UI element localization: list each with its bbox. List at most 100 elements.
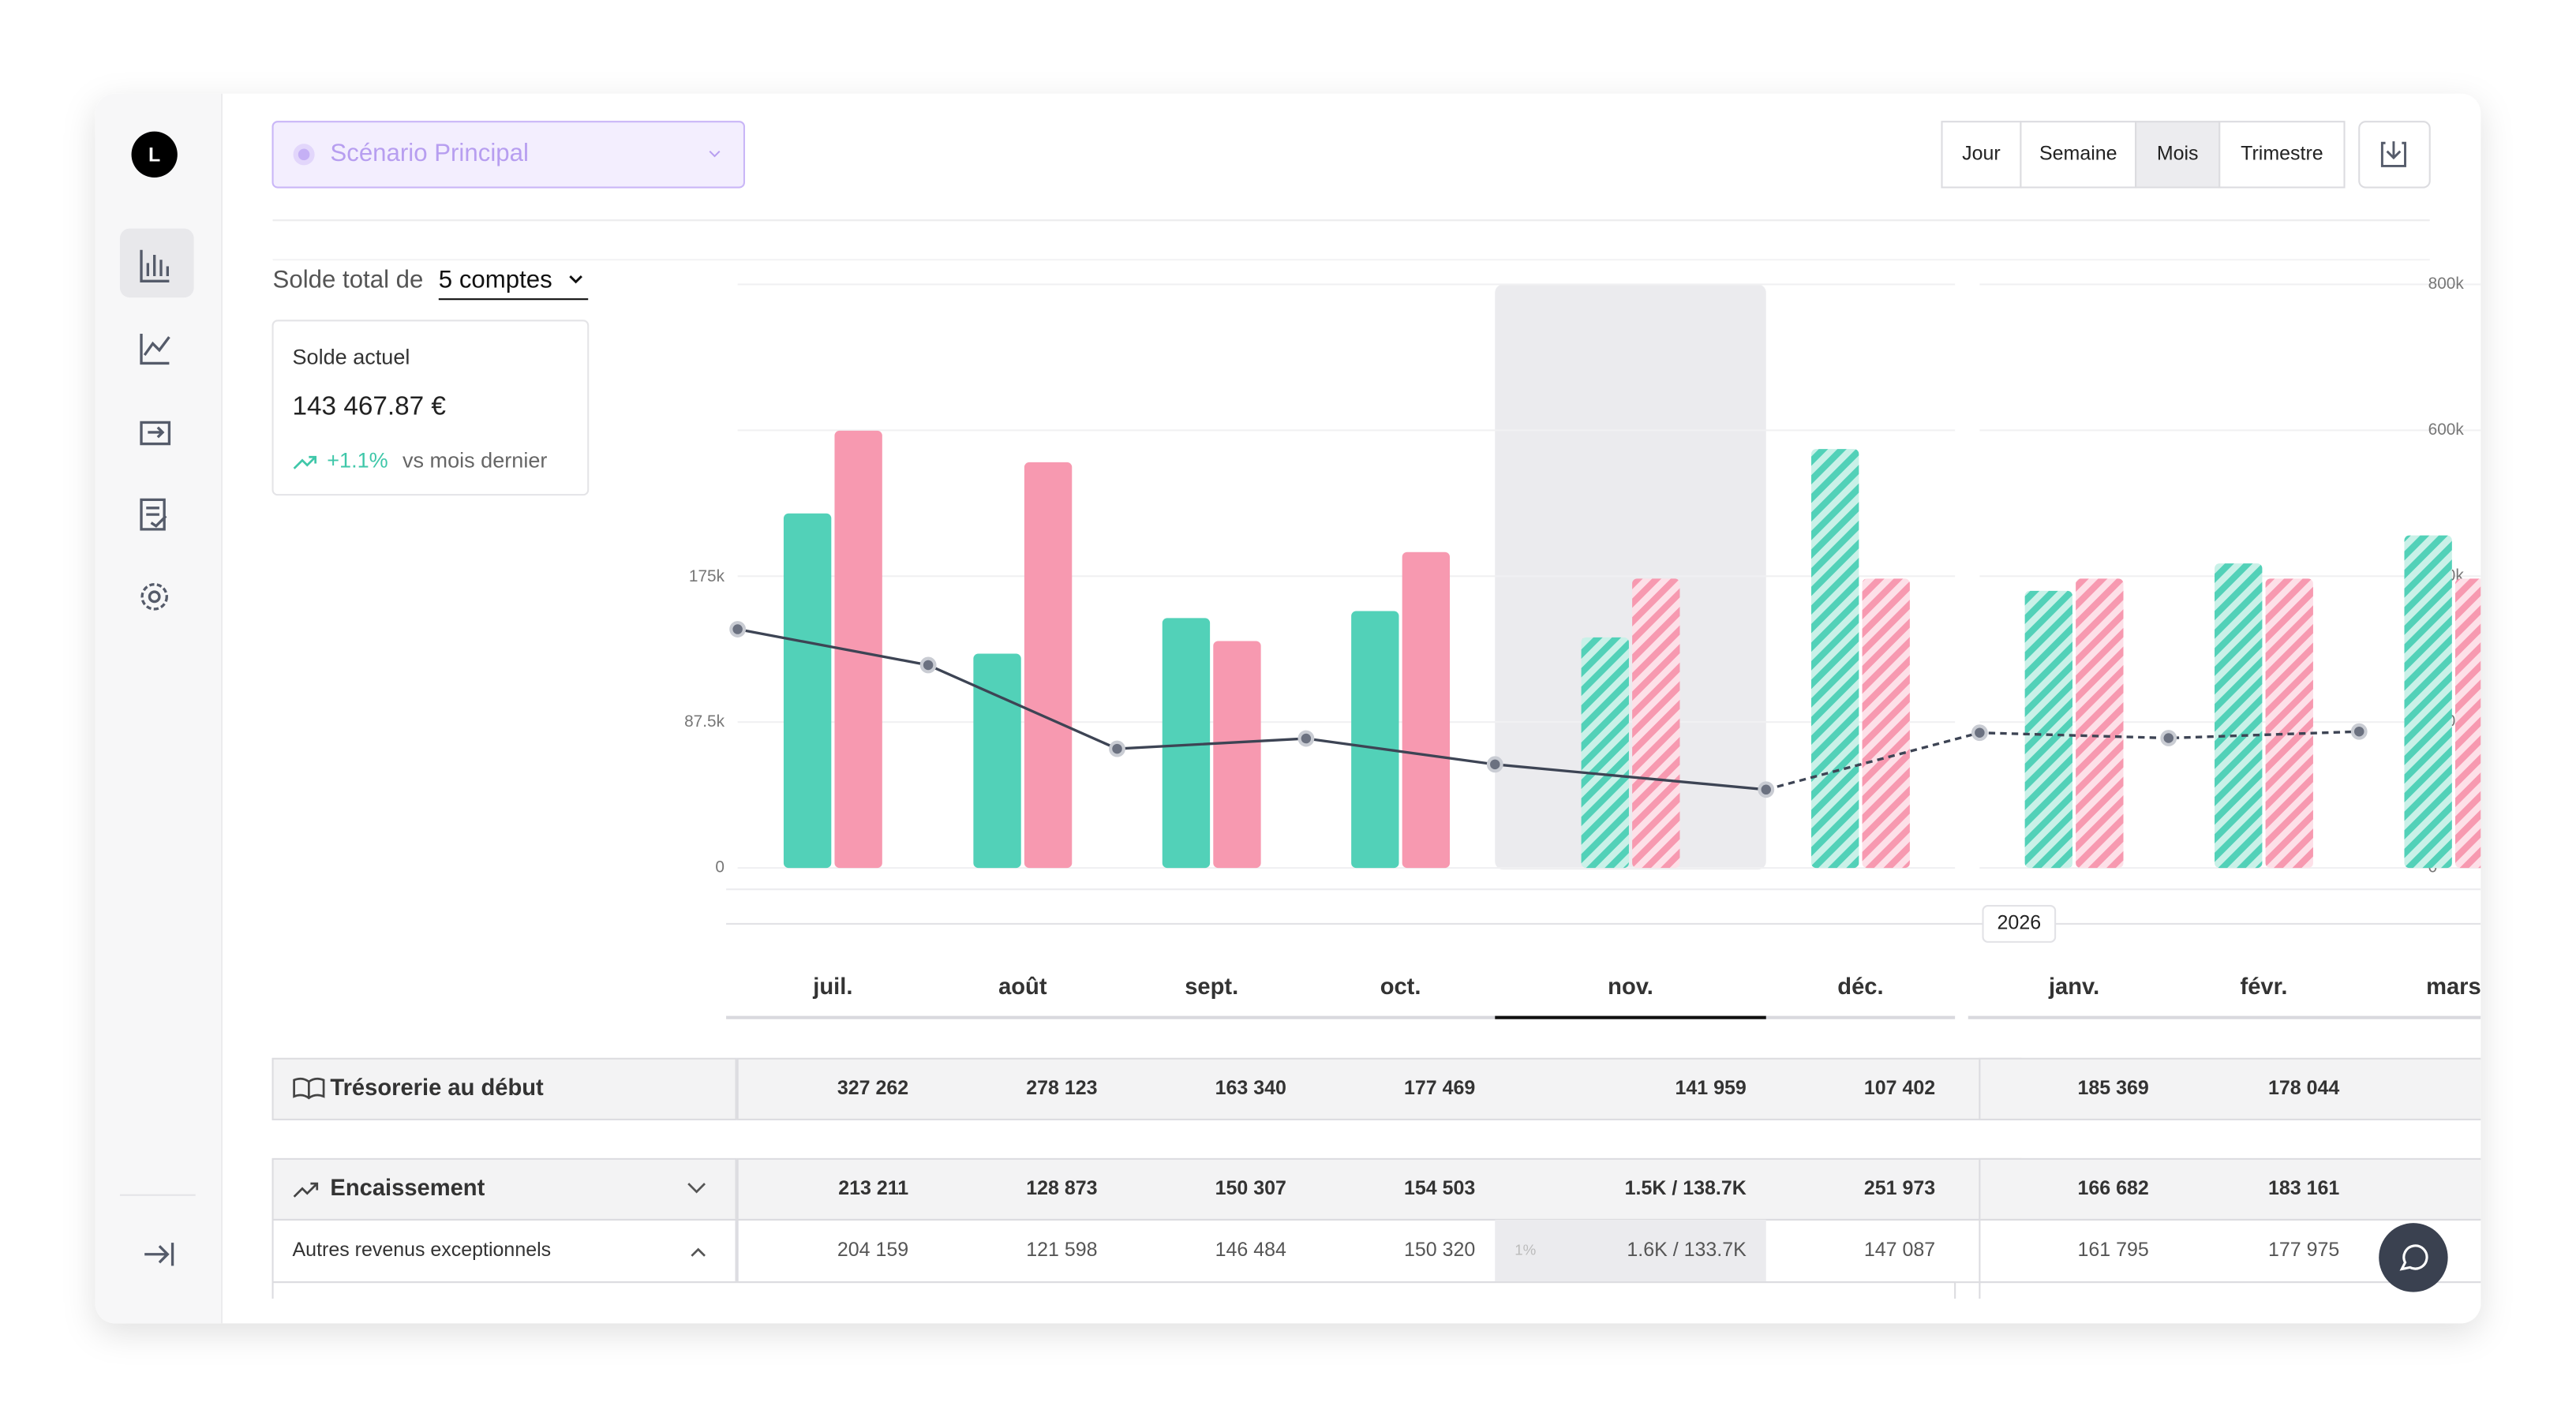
balance-point	[2350, 723, 2368, 740]
nav-icons	[140, 249, 174, 1266]
bar	[2265, 578, 2313, 869]
balance-line	[1765, 730, 2360, 791]
collapse[interactable]	[144, 1243, 174, 1266]
row-cells	[271, 1281, 1956, 1299]
y-tick-label: 0	[715, 858, 724, 877]
bar	[1024, 462, 1073, 869]
cell-note: 1%	[1515, 1242, 1536, 1258]
row-cells	[1979, 1281, 2481, 1299]
year-badge	[1982, 904, 2057, 943]
bar	[1162, 618, 1211, 869]
period-label: Jour	[1962, 142, 2001, 164]
period-label: Mois	[2157, 142, 2199, 164]
period-label: Trimestre	[2241, 142, 2323, 164]
cell: 166 682	[2078, 1177, 2149, 1199]
period-button[interactable]	[2218, 121, 2346, 189]
sidebar	[95, 93, 223, 1324]
row-cells	[1979, 1157, 2481, 1221]
cell: 177 975	[2268, 1239, 2339, 1261]
balance-point	[1297, 730, 1315, 747]
bar	[2215, 563, 2263, 869]
cell: 327 262	[837, 1077, 908, 1099]
nav-transfer[interactable]	[140, 421, 171, 446]
cell: 1.6K / 133.7K	[1627, 1239, 1747, 1261]
balance: 143 467.87 €	[293, 392, 447, 421]
cell: 121 598	[1026, 1239, 1097, 1261]
y2-tick-label: 600k	[2428, 421, 2465, 439]
bar	[2404, 535, 2452, 869]
row-label: Trésorerie au début	[330, 1075, 544, 1101]
row-label-cell	[271, 1218, 737, 1284]
nav-line[interactable]	[140, 333, 170, 365]
scenario-select[interactable]	[271, 121, 746, 189]
change-note: vs mois dernier	[402, 448, 547, 473]
bar	[1351, 611, 1399, 869]
y2-tick-label: 800k	[2428, 275, 2465, 293]
avatar-letter: L	[148, 144, 160, 166]
card-title: Solde actuel	[293, 344, 410, 368]
x-tick-label: déc.	[1837, 974, 1883, 1000]
row-label: Autres revenus exceptionnels	[293, 1239, 552, 1261]
x-tick-label: nov.	[1608, 974, 1653, 1000]
row-toggle[interactable]	[691, 1247, 706, 1257]
cell: 147 087	[1864, 1239, 1935, 1261]
nav-active[interactable]	[119, 228, 194, 298]
y-tick-label: 175k	[689, 567, 725, 585]
row-cells	[1979, 1057, 2481, 1120]
period-label: Semaine	[2039, 142, 2117, 164]
row-cells	[736, 1218, 2022, 1284]
chat-button[interactable]	[2379, 1223, 2448, 1292]
trend-icon	[293, 455, 317, 469]
y-tick-label: 87.5k	[684, 712, 724, 731]
x-tick-label: sept.	[1185, 974, 1238, 1000]
avatar[interactable]	[131, 131, 178, 178]
scenario-name: Scénario Principal	[330, 139, 529, 166]
cell: 278 123	[1026, 1077, 1097, 1099]
cell: 107 402	[1864, 1077, 1935, 1099]
row-cells	[736, 1157, 2022, 1221]
bar	[783, 513, 832, 869]
cell: 150 307	[1215, 1177, 1286, 1199]
nav-chart[interactable]	[140, 249, 170, 282]
cell: 200	[2496, 1177, 2529, 1199]
cell: 141 959	[1676, 1077, 1747, 1099]
balance-card	[271, 320, 590, 496]
x-tick-label: oct.	[1380, 974, 1421, 1000]
period-button[interactable]	[2135, 121, 2221, 189]
balance-point	[2160, 730, 2177, 746]
cell: 177 469	[1404, 1077, 1475, 1099]
cell: 128 873	[1026, 1177, 1097, 1199]
bar	[1862, 578, 1910, 869]
row-label: Encaissement	[330, 1176, 485, 1201]
bar	[1213, 641, 1261, 869]
x-tick-label: févr.	[2241, 974, 2288, 1000]
balance-point	[1758, 781, 1775, 798]
cell: 178 044	[2268, 1077, 2339, 1099]
bar	[1632, 578, 1680, 869]
x-tick-label: janv.	[2048, 974, 2099, 1000]
cell: 204 159	[837, 1239, 908, 1261]
cell: 187	[2496, 1077, 2529, 1099]
summary-prefix: Solde total de	[273, 266, 424, 293]
balance-point	[919, 656, 937, 674]
balance-point	[1486, 756, 1503, 773]
balance-line	[737, 627, 1766, 791]
chart: 0200k400k600k800k087.5k175kjuil.aoûtsept…	[271, 275, 2529, 1299]
bar	[2076, 578, 2124, 869]
cell: 154 503	[1404, 1177, 1475, 1199]
bar	[1402, 551, 1451, 869]
bar	[1581, 637, 1629, 869]
cell: 183 161	[2268, 1177, 2339, 1199]
row-toggle[interactable]	[687, 1183, 706, 1194]
bar	[2024, 590, 2072, 869]
chat-icon	[2399, 1244, 2428, 1271]
nav-settings[interactable]	[148, 590, 161, 604]
trend-icon	[293, 1182, 319, 1198]
row-label-cell	[271, 1057, 737, 1120]
nav-report[interactable]	[140, 498, 167, 531]
balance-point	[729, 621, 747, 637]
period-button[interactable]	[1941, 121, 2022, 189]
accounts-select[interactable]: 5 comptes	[439, 266, 552, 293]
row-cells	[736, 1057, 2022, 1120]
x-tick-label: mars	[2426, 974, 2481, 1000]
